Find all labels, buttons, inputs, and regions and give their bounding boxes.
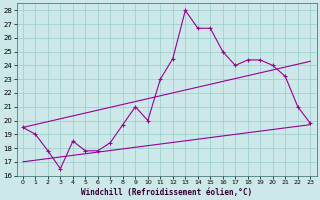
X-axis label: Windchill (Refroidissement éolien,°C): Windchill (Refroidissement éolien,°C) [81,188,252,197]
